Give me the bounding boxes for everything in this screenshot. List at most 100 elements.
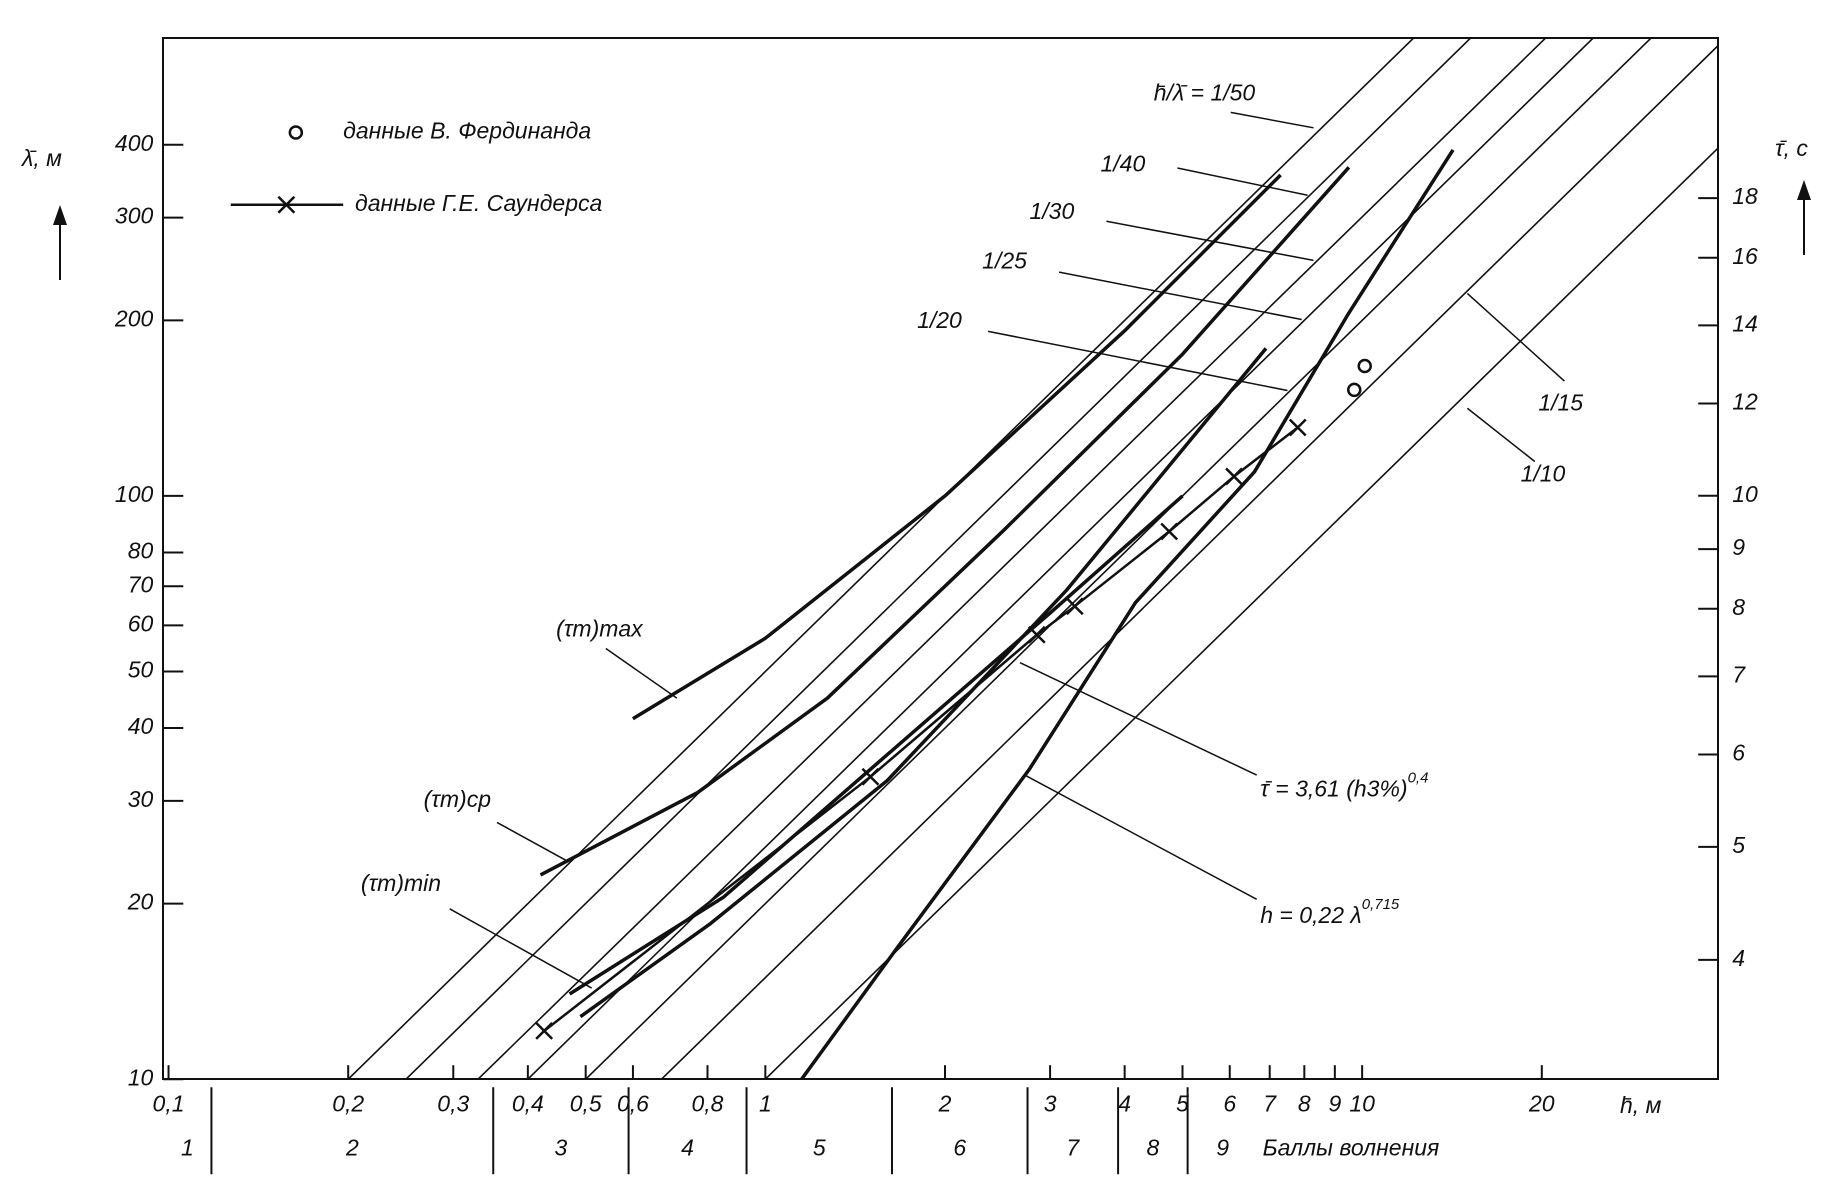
x-marker (861, 767, 880, 786)
x-axis-label: h̄, м (1620, 1092, 1662, 1118)
series-line (764, 147, 1719, 1080)
curve-label: 1/10 (1521, 461, 1566, 487)
x-tick-label: 2 (938, 1090, 952, 1116)
curve-label-text: 1/10 (1521, 461, 1566, 487)
leader-line (1230, 111, 1314, 129)
curve-label-text: 1/20 (917, 307, 962, 333)
y-tick-label: 60 (128, 610, 154, 636)
x-tick-label: 0,2 (332, 1090, 364, 1116)
sea-state-grade: 2 (345, 1134, 359, 1160)
curve-label-text: 1/40 (1101, 151, 1146, 177)
leader-line (496, 821, 569, 863)
sea-state-grade: 4 (681, 1134, 694, 1160)
leader-line (1466, 407, 1536, 463)
sea-state-label: Баллы волнения (1263, 1134, 1440, 1160)
y-tick-label: 50 (128, 657, 154, 683)
curve-label: (τm)min (361, 870, 441, 896)
y2-tick-label: 10 (1732, 481, 1758, 507)
arrow-head (1797, 180, 1811, 200)
series-line (539, 166, 1351, 877)
x-marker (1065, 597, 1084, 616)
leader-line (987, 330, 1288, 392)
leader-line (1024, 774, 1258, 900)
sea-state-grade: 9 (1216, 1134, 1229, 1160)
y-tick-label: 100 (115, 481, 154, 507)
x-tick-label: 0,4 (512, 1090, 544, 1116)
series-line (579, 347, 1268, 1019)
sea-state-grade: 6 (953, 1134, 966, 1160)
leader-line (1058, 271, 1302, 321)
y-tick-label: 400 (115, 130, 154, 156)
curve-label-text: (τm)max (556, 616, 644, 642)
series-line (405, 37, 1472, 1080)
curve-label: (τm)cp (424, 786, 492, 812)
curve-label-text: 1/25 (982, 248, 1027, 274)
series-line (631, 173, 1282, 721)
sea-state-grade: 8 (1146, 1134, 1159, 1160)
curve-label: 1/15 (1538, 390, 1583, 416)
circle-marker (1347, 382, 1362, 398)
curve-label: h = 0,22 λ0,715 (1260, 896, 1400, 928)
y-tick-label: 200 (114, 305, 154, 331)
curve-label-text: h = 0,22 λ (1260, 902, 1361, 928)
curve-label: 1/25 (982, 248, 1027, 274)
leader-line (1106, 220, 1314, 262)
y-tick-label: 70 (128, 571, 154, 597)
x-tick-label: 8 (1298, 1090, 1311, 1116)
y-tick-label: 300 (115, 203, 154, 229)
y2-tick-label: 16 (1732, 243, 1758, 269)
x-marker (535, 1022, 554, 1040)
series-line (568, 494, 1184, 996)
series-line (800, 148, 1455, 1080)
series-line (347, 37, 1415, 1080)
x-tick-label: 0,5 (570, 1090, 602, 1116)
curve-label: (τm)max (556, 616, 644, 642)
y2-tick-label: 4 (1732, 945, 1745, 971)
legend-marker (277, 195, 296, 214)
curve-label-text: τ̄ = 3,61 (h3%) (1260, 776, 1407, 802)
curve-label-text: (τm)cp (424, 786, 492, 812)
y2-tick-label: 9 (1732, 534, 1745, 560)
x-tick-label: 0,3 (437, 1090, 469, 1116)
circle-marker (1357, 358, 1372, 374)
legend-label: данные В. Фердинанда (343, 118, 591, 144)
leader-line (1177, 167, 1308, 196)
leader-line (1466, 292, 1565, 382)
y2-tick-label: 6 (1732, 740, 1745, 766)
y-tick-label: 30 (128, 786, 154, 812)
x-tick-label: 3 (1044, 1090, 1057, 1116)
y-tick-label: 40 (128, 713, 154, 739)
y2-tick-label: 14 (1732, 310, 1758, 336)
x-tick-label: 1 (759, 1090, 772, 1116)
y2-tick-label: 7 (1732, 661, 1746, 687)
y-axis-label: λ̄, м (20, 145, 62, 171)
y-tick-label: 80 (128, 538, 154, 564)
y2-tick-label: 12 (1732, 389, 1758, 415)
sea-state-grade: 3 (555, 1134, 568, 1160)
series-line (527, 37, 1594, 1080)
leader-line (449, 908, 593, 989)
x-marker (1160, 522, 1179, 541)
series-line (585, 37, 1652, 1080)
curve-label-text: h̄/λ̄ = 1/50 (1154, 80, 1256, 106)
curve-label-text: 1/30 (1030, 198, 1075, 224)
y-tick-label: 20 (127, 889, 154, 915)
x-tick-label: 9 (1328, 1090, 1341, 1116)
x-marker (1288, 418, 1307, 437)
curve-label-text: (τm)min (361, 870, 441, 896)
sea-state-grade: 7 (1066, 1134, 1080, 1160)
series-line (477, 37, 1547, 1080)
y-tick-label: 10 (128, 1064, 154, 1090)
x-marker (1027, 625, 1046, 644)
arrow-head (53, 205, 67, 225)
x-tick-label: 0,8 (692, 1090, 724, 1116)
curve-label: 1/20 (917, 307, 962, 333)
x-tick-label: 0,1 (153, 1090, 185, 1116)
curve-label-exponent: 0,715 (1362, 896, 1400, 913)
x-tick-label: 6 (1223, 1090, 1236, 1116)
sea-state-grade: 1 (181, 1134, 194, 1160)
x-tick-label: 7 (1263, 1090, 1277, 1116)
y2-tick-label: 8 (1732, 594, 1745, 620)
curve-label: 1/40 (1101, 151, 1146, 177)
